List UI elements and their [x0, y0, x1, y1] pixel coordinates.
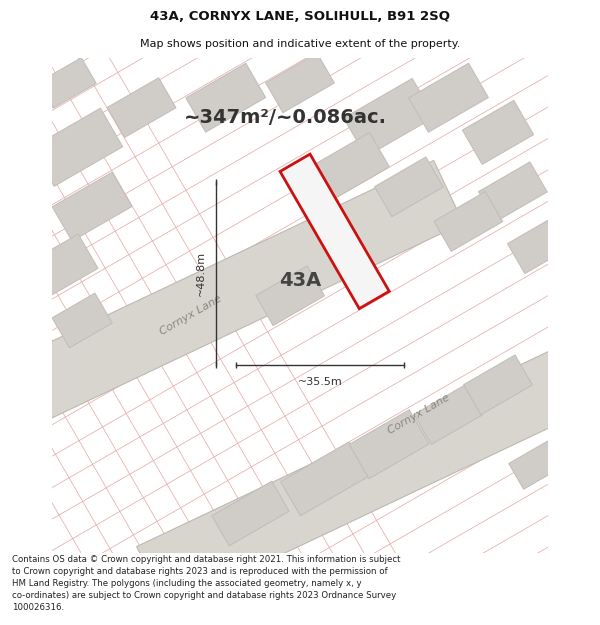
Text: 43A, CORNYX LANE, SOLIHULL, B91 2SQ: 43A, CORNYX LANE, SOLIHULL, B91 2SQ [150, 10, 450, 22]
Polygon shape [32, 108, 122, 186]
Polygon shape [212, 481, 289, 546]
Text: ~35.5m: ~35.5m [298, 378, 342, 388]
Polygon shape [344, 78, 434, 157]
Text: ~48.8m: ~48.8m [196, 251, 206, 296]
Polygon shape [349, 410, 429, 479]
Polygon shape [52, 172, 132, 241]
Polygon shape [280, 154, 389, 309]
Polygon shape [38, 58, 96, 108]
Polygon shape [310, 132, 389, 201]
Polygon shape [509, 439, 566, 489]
Text: Contains OS data © Crown copyright and database right 2021. This information is : Contains OS data © Crown copyright and d… [12, 554, 401, 612]
Text: 43A: 43A [279, 271, 321, 291]
Text: Cornyx Lane: Cornyx Lane [158, 294, 224, 338]
Polygon shape [256, 266, 325, 326]
Text: Map shows position and indicative extent of the property.: Map shows position and indicative extent… [140, 39, 460, 49]
Text: ~347m²/~0.086ac.: ~347m²/~0.086ac. [184, 108, 386, 127]
Polygon shape [463, 101, 533, 164]
Polygon shape [409, 63, 488, 132]
Polygon shape [464, 355, 532, 414]
Polygon shape [266, 53, 334, 112]
Polygon shape [414, 384, 483, 444]
Polygon shape [281, 442, 369, 516]
Polygon shape [186, 63, 266, 132]
Polygon shape [508, 219, 568, 274]
Polygon shape [374, 157, 443, 217]
Polygon shape [137, 324, 600, 609]
Polygon shape [52, 293, 112, 348]
Polygon shape [0, 161, 463, 446]
Text: Cornyx Lane: Cornyx Lane [386, 392, 452, 436]
Polygon shape [478, 162, 547, 222]
Polygon shape [107, 78, 176, 138]
Polygon shape [434, 192, 503, 251]
Polygon shape [27, 234, 98, 298]
